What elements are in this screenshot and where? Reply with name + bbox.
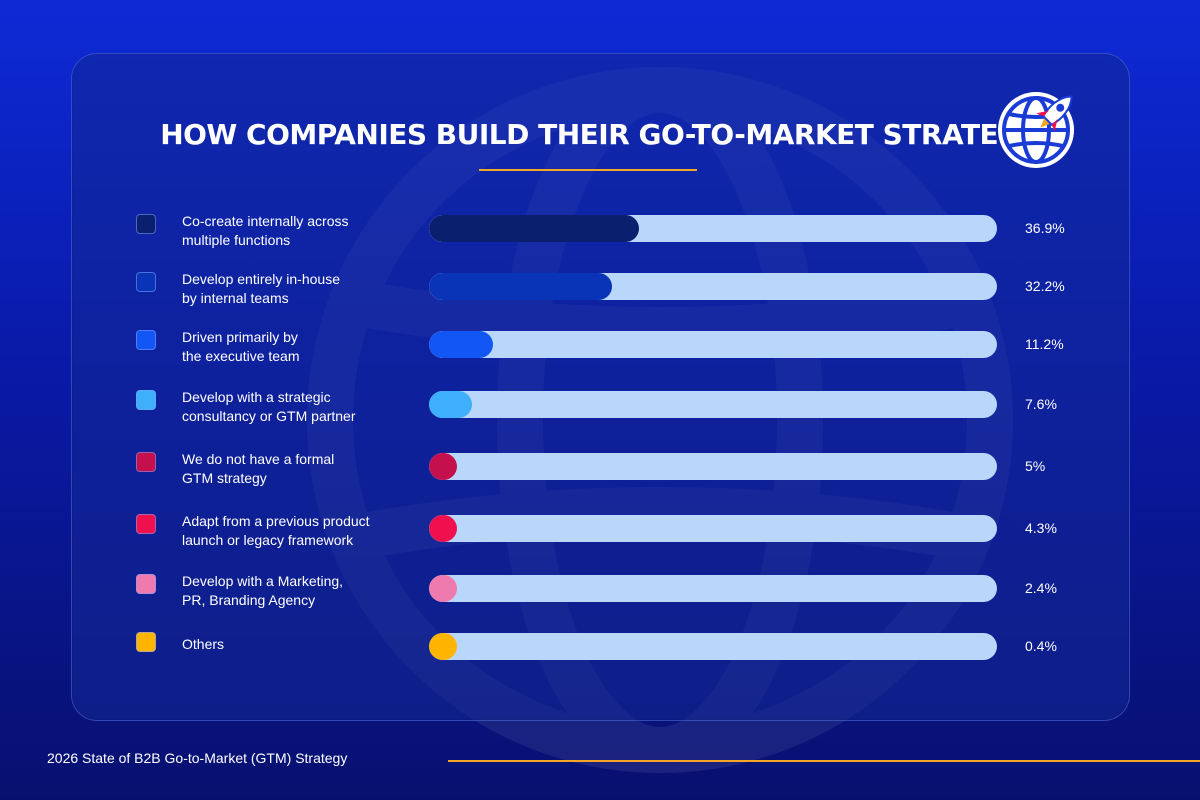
category-label-line: Others [182,636,225,652]
category-label-line: Develop entirely in-house [182,271,340,287]
legend-swatch [136,390,156,410]
legend-swatch [136,330,156,350]
bar-track [429,453,997,480]
bar-track [429,331,997,358]
title-underline [479,169,697,171]
category-label: Others [182,635,422,654]
value-label: 11.2% [1025,336,1064,352]
bar-fill [429,453,458,480]
bar-track [429,391,997,418]
bar-fill [429,331,493,358]
category-label: Adapt from a previous product launch or l… [182,512,422,550]
bar-track [429,515,997,542]
category-label-line: We do not have a formal [182,451,335,467]
bar-row: Develop with a strategic consultancy or G… [0,388,1200,440]
footer-caption: 2026 State of B2B Go-to-Market (GTM) Str… [47,750,348,766]
bar-fill [429,515,457,542]
bar-row: Develop with a Marketing, PR, Branding Ag… [0,572,1200,624]
legend-swatch [136,452,156,472]
category-label: Develop entirely in-house by internal tea… [182,270,422,308]
bar-track [429,273,997,300]
category-label-line: Develop with a Marketing, [182,573,344,589]
category-label-line: the executive team [182,348,300,364]
category-label-line: launch or legacy framework [182,532,354,548]
legend-swatch [136,272,156,292]
bar-fill [429,215,639,242]
category-label: Develop with a Marketing, PR, Branding Ag… [182,572,422,610]
category-label-line: by internal teams [182,290,289,306]
value-label: 2.4% [1025,580,1057,596]
category-label: Co-create internally across multiple func… [182,212,422,250]
bar-track [429,575,997,602]
category-label-line: Driven primarily by [182,329,298,345]
bar-row: Develop entirely in-house by internal tea… [0,270,1200,322]
bar-row: We do not have a formal GTM strategy 5% [0,450,1200,502]
category-label-line: Develop with a strategic [182,389,331,405]
bar-row: Co-create internally across multiple func… [0,212,1200,264]
legend-swatch [136,514,156,534]
bar-fill [429,391,473,418]
bar-fill [429,575,457,602]
legend-swatch [136,214,156,234]
bar-row: Others 0.4% [0,632,1200,682]
footer-accent-line [448,760,1200,762]
value-label: 4.3% [1025,520,1057,536]
bar-track [429,633,997,660]
globe-rocket-icon [998,92,1074,168]
category-label-line: PR, Branding Agency [182,592,316,608]
value-label: 0.4% [1025,638,1057,654]
category-label-line: Co-create internally across [182,213,349,229]
bar-fill [429,273,612,300]
category-label: Develop with a strategic consultancy or G… [182,388,422,426]
chart-card [71,53,1130,721]
category-label-line: multiple functions [182,232,291,248]
bar-fill [429,633,457,660]
category-label: Driven primarily by the executive team [182,328,422,366]
bar-row: Adapt from a previous product launch or l… [0,512,1200,564]
category-label-line: Adapt from a previous product [182,513,370,529]
bar-row: Driven primarily by the executive team 11.… [0,328,1200,380]
chart-title: HOW COMPANIES BUILD THEIR GO-TO-MARKET S… [160,118,1040,151]
value-label: 7.6% [1025,396,1057,412]
legend-swatch [136,632,156,652]
value-label: 5% [1025,458,1046,474]
bar-track [429,215,997,242]
category-label-line: consultancy or GTM partner [182,408,356,424]
value-label: 36.9% [1025,220,1065,236]
category-label: We do not have a formal GTM strategy [182,450,422,488]
value-label: 32.2% [1025,278,1065,294]
legend-swatch [136,574,156,594]
category-label-line: GTM strategy [182,470,267,486]
